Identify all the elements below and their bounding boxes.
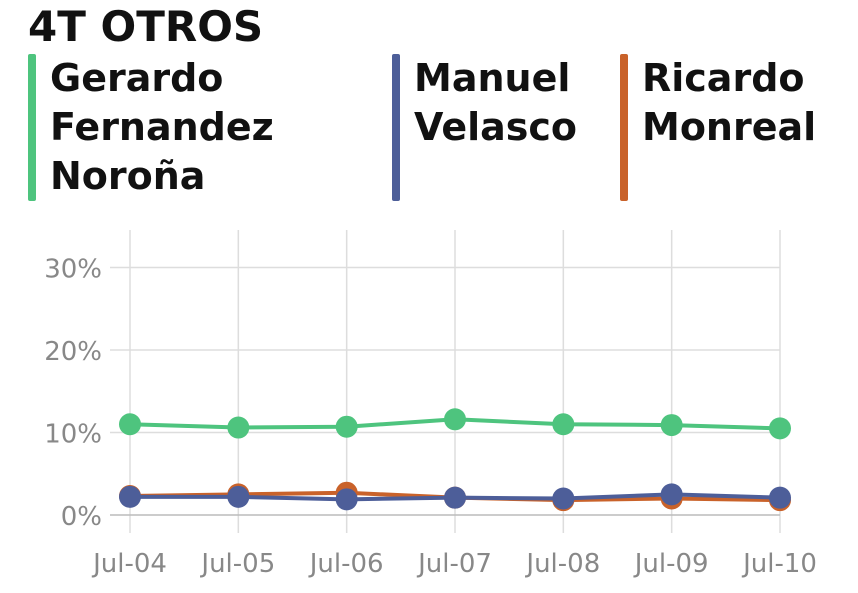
y-tick-label: 0% bbox=[61, 502, 102, 532]
y-tick-label: 30% bbox=[44, 255, 102, 285]
data-point bbox=[552, 487, 575, 510]
x-tick-label: Jul-09 bbox=[633, 549, 709, 579]
data-point bbox=[227, 485, 250, 508]
data-point bbox=[119, 413, 141, 436]
data-point bbox=[769, 417, 791, 440]
y-tick-label: 10% bbox=[44, 420, 102, 450]
data-point bbox=[552, 413, 575, 436]
data-point bbox=[660, 414, 683, 437]
data-point bbox=[335, 488, 358, 511]
legend-swatch bbox=[392, 54, 400, 201]
data-point bbox=[119, 485, 141, 508]
chart-title: 4T OTROS bbox=[28, 2, 264, 51]
x-tick-label: Jul-05 bbox=[199, 549, 275, 579]
data-point bbox=[335, 415, 358, 438]
data-point bbox=[444, 486, 466, 509]
y-tick-label: 20% bbox=[44, 337, 102, 367]
x-tick-label: Jul-04 bbox=[91, 549, 167, 579]
x-tick-label: Jul-10 bbox=[741, 549, 817, 579]
data-point bbox=[444, 408, 466, 431]
x-tick-label: Jul-07 bbox=[416, 549, 492, 579]
x-tick-label: Jul-06 bbox=[308, 549, 384, 579]
legend-swatch bbox=[28, 54, 36, 201]
legend-label: Ricardo Monreal bbox=[642, 56, 817, 149]
legend-label: Gerardo Fernandez Noroña bbox=[50, 56, 274, 198]
x-tick-label: Jul-08 bbox=[524, 549, 600, 579]
data-point bbox=[660, 483, 683, 506]
legend-label: Manuel Velasco bbox=[414, 56, 578, 149]
legend-swatch bbox=[620, 54, 628, 201]
data-point bbox=[227, 416, 250, 439]
data-point bbox=[769, 486, 791, 509]
